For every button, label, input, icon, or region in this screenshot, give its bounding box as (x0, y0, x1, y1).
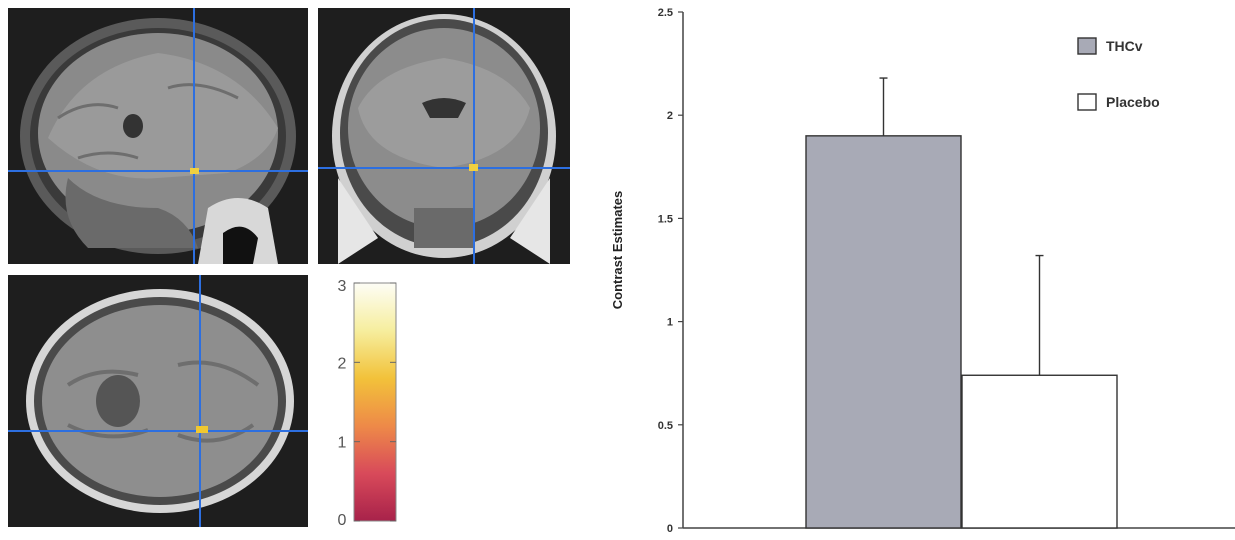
y-tick-label: 1.5 (658, 213, 673, 225)
axial-brain-slice (8, 275, 308, 527)
y-tick-label: 2.5 (658, 7, 673, 19)
legend-swatch-placebo (1077, 93, 1097, 111)
colorbar-tick-label: 0 (338, 512, 347, 529)
y-tick-label: 1 (667, 317, 673, 329)
sagittal-brain-slice (8, 8, 308, 264)
legend-label-placebo: Placebo (1106, 94, 1160, 110)
colorbar-tick-label: 2 (338, 355, 347, 372)
legend-swatch-thcv (1077, 37, 1097, 55)
bar-thcv (805, 135, 962, 529)
bar-placebo (961, 374, 1118, 529)
colorbar-tick-label: 1 (338, 435, 347, 452)
colorbar-tick-label: 3 (338, 278, 347, 295)
y-tick-label: 0 (667, 523, 673, 535)
legend-label-thcv: THCv (1106, 38, 1143, 54)
y-axis-label: Contrast Estimates (610, 191, 625, 309)
y-tick-label: 2 (667, 110, 673, 122)
colorbar-scale (353, 282, 397, 522)
contrast-bar-chart: 0 0.5 1 1.5 2 2.5 Contrast Estimates THCv Plac… (600, 0, 1235, 535)
chart-legend: THCv Placebo (1077, 37, 1160, 111)
activation-colorbar: 3 2 1 0 (320, 275, 420, 530)
coronal-brain-slice (318, 8, 570, 264)
y-tick-label: 0.5 (658, 420, 673, 432)
